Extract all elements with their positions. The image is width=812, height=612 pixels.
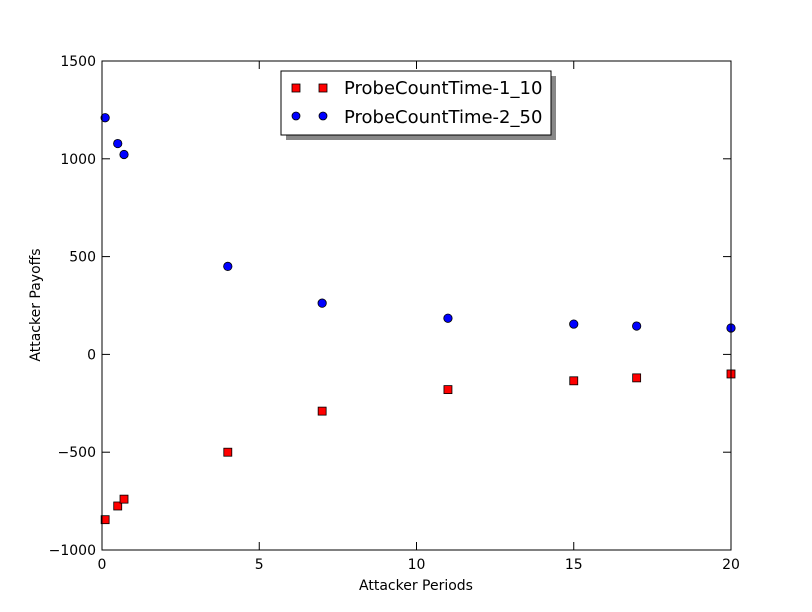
series-2-point xyxy=(632,321,642,331)
series-2-point xyxy=(113,138,123,149)
x-tick-label: 20 xyxy=(722,557,740,573)
series-1-point xyxy=(569,376,579,386)
legend-marker-series-2 xyxy=(318,111,328,121)
data-points xyxy=(100,113,736,525)
legend-label-series-1: ProbeCountTime-1_10 xyxy=(344,78,542,99)
series-1-point xyxy=(443,385,453,395)
series-2-point xyxy=(223,261,233,271)
x-axis-label: Attacker Periods xyxy=(359,578,473,594)
y-tick-label: 1000 xyxy=(60,152,96,168)
series-1-point xyxy=(113,501,123,511)
y-tick-label: 0 xyxy=(87,347,96,363)
series-1-point xyxy=(632,373,642,383)
series-2-point xyxy=(569,319,579,329)
x-tick-label: 15 xyxy=(565,557,583,573)
series-2-point xyxy=(100,113,110,123)
series-2-point xyxy=(119,149,129,160)
x-tick-label: 0 xyxy=(98,557,107,573)
legend-marker-series-1 xyxy=(318,83,328,93)
y-tick-label: 1500 xyxy=(60,54,96,70)
series-1-point xyxy=(223,447,233,457)
legend-box xyxy=(280,70,552,136)
x-tick-label: 5 xyxy=(255,557,264,573)
series-1-point xyxy=(100,515,110,525)
x-tick-label: 10 xyxy=(408,557,426,573)
legend: ProbeCountTime-1_10 ProbeCountTime-2_50 xyxy=(280,70,556,140)
series-1-point xyxy=(119,494,129,504)
series-1-point xyxy=(317,406,327,416)
legend-marker-series-1 xyxy=(291,83,301,93)
y-tick-label: 500 xyxy=(69,250,96,266)
legend-label-series-2: ProbeCountTime-2_50 xyxy=(344,107,542,128)
legend-marker-series-2 xyxy=(291,111,301,121)
series-2-point xyxy=(443,313,453,323)
y-tick-label: −1000 xyxy=(49,543,96,559)
y-tick-label: −500 xyxy=(58,445,96,461)
series-2-point xyxy=(317,298,327,308)
y-axis-label: Attacker Payoffs xyxy=(28,248,44,361)
plot-area-frame xyxy=(101,60,732,551)
